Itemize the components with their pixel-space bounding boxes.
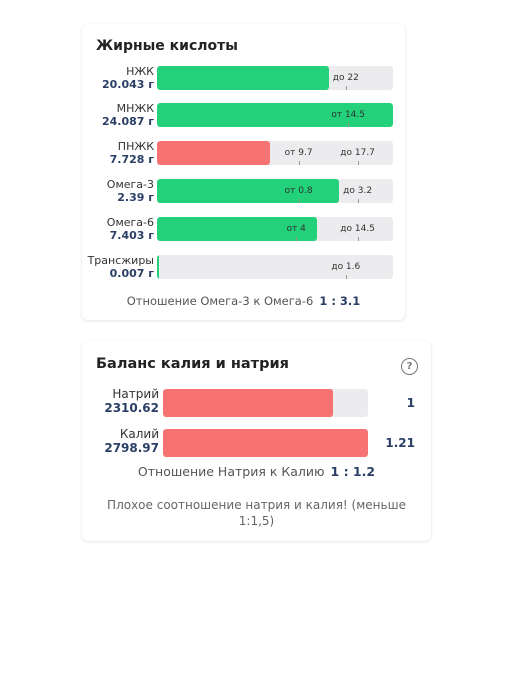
mineral-label: Калий 2798.97 xyxy=(89,427,159,455)
norm-tick xyxy=(357,161,359,165)
fatty-acid-bar-track: от 9.7 до 17.7 xyxy=(157,141,393,165)
fatty-acid-value: 2.39 г xyxy=(117,191,154,204)
fatty-acid-label: ПНЖК 7.728 г xyxy=(74,140,154,166)
fatty-acid-name: ПНЖК xyxy=(117,140,154,153)
norm-mark: от 9.7 xyxy=(284,148,313,158)
norm-tick xyxy=(345,275,347,279)
fatty-acid-bar-fill xyxy=(157,255,159,279)
mineral-name: Натрий xyxy=(112,387,159,401)
omega-ratio: Отношение Омега-3 к Омега-6 1 : 3.1 xyxy=(82,294,405,308)
norm-tick xyxy=(298,161,300,165)
fatty-acid-value: 7.728 г xyxy=(109,153,154,166)
ratio-warning: Плохое соотношение натрия и калия! (мень… xyxy=(107,498,406,528)
help-icon[interactable]: ? xyxy=(401,358,418,375)
mineral-name: Калий xyxy=(119,427,159,441)
fatty-acid-value: 24.087 г xyxy=(101,115,154,128)
fatty-acid-name: Омега-6 xyxy=(106,216,154,229)
fatty-acid-value: 20.043 г xyxy=(101,78,154,91)
omega-ratio-label: Отношение Омега-3 к Омега-6 xyxy=(126,294,314,308)
fatty-acid-bar-fill xyxy=(157,66,330,90)
norm-tick xyxy=(357,199,359,203)
fatty-acid-label: Омега-6 7.403 г xyxy=(74,216,154,242)
fatty-acid-label: Омега-3 2.39 г xyxy=(74,178,154,204)
fatty-acids-card: Жирные кислоты НЖК 20.043 г до 22 МНЖК 24.08… xyxy=(82,24,405,320)
fatty-acid-label: МНЖК 24.087 г xyxy=(74,102,154,128)
norm-mark: от 4 xyxy=(286,224,306,234)
fatty-acid-name: Омега-3 xyxy=(106,178,154,191)
norm-tick xyxy=(298,199,300,203)
fatty-acid-bar-track: от 0.8 до 3.2 xyxy=(157,179,393,203)
mineral-value: 2798.97 xyxy=(104,441,159,455)
mineral-value: 2310.62 xyxy=(104,401,159,415)
norm-mark: от 0.8 xyxy=(284,186,313,196)
fatty-acid-name: Трансжиры xyxy=(87,254,154,267)
fatty-acid-value: 0.007 г xyxy=(109,267,154,280)
sodium-potassium-ratio: Отношение Натрия к Калию 1 : 1.2 xyxy=(82,464,431,479)
fatty-acid-label: Трансжиры 0.007 г xyxy=(74,254,154,280)
fatty-acid-name: МНЖК xyxy=(116,102,154,115)
norm-mark: до 1.6 xyxy=(331,262,361,272)
norm-tick xyxy=(345,86,347,90)
norm-mark: до 17.7 xyxy=(340,148,375,158)
norm-mark: до 14.5 xyxy=(340,224,375,234)
mineral-ratio-number: 1 xyxy=(406,396,415,410)
sodium-potassium-ratio-value: 1 : 1.2 xyxy=(330,464,376,479)
fatty-acid-bar-track: от 14.5 xyxy=(157,103,393,127)
fatty-acids-title: Жирные кислоты xyxy=(96,38,238,54)
fatty-acid-bar-track: от 4 до 14.5 xyxy=(157,217,393,241)
fatty-acid-value: 7.403 г xyxy=(109,229,154,242)
fatty-acid-bar-track: до 22 xyxy=(157,66,393,90)
norm-tick xyxy=(357,237,359,241)
mineral-bar-fill xyxy=(163,429,368,457)
mineral-bar-track xyxy=(163,389,368,417)
potassium-sodium-title: Баланс калия и натрия xyxy=(96,356,289,372)
mineral-bar-track xyxy=(163,429,368,457)
fatty-acid-bar-track: до 1.6 xyxy=(157,255,393,279)
norm-mark: до 3.2 xyxy=(343,186,373,196)
mineral-ratio-number: 1.21 xyxy=(385,436,415,450)
norm-tick xyxy=(296,237,298,241)
norm-mark: от 14.5 xyxy=(331,110,365,120)
fatty-acid-label: НЖК 20.043 г xyxy=(74,65,154,91)
potassium-sodium-card: Баланс калия и натрия ? Натрий 2310.62 1 Ка… xyxy=(82,341,431,541)
omega-ratio-value: 1 : 3.1 xyxy=(319,294,361,308)
fatty-acid-bar-fill xyxy=(157,179,339,203)
norm-mark: до 22 xyxy=(332,73,359,83)
fatty-acid-bar-fill xyxy=(157,141,271,165)
mineral-label: Натрий 2310.62 xyxy=(89,387,159,415)
fatty-acid-bar-fill xyxy=(157,217,318,241)
mineral-bar-fill xyxy=(163,389,334,417)
sodium-potassium-ratio-label: Отношение Натрия к Калию xyxy=(137,464,325,479)
norm-tick xyxy=(348,123,350,127)
fatty-acid-name: НЖК xyxy=(126,65,154,78)
fatty-acid-bar-fill xyxy=(157,103,393,127)
